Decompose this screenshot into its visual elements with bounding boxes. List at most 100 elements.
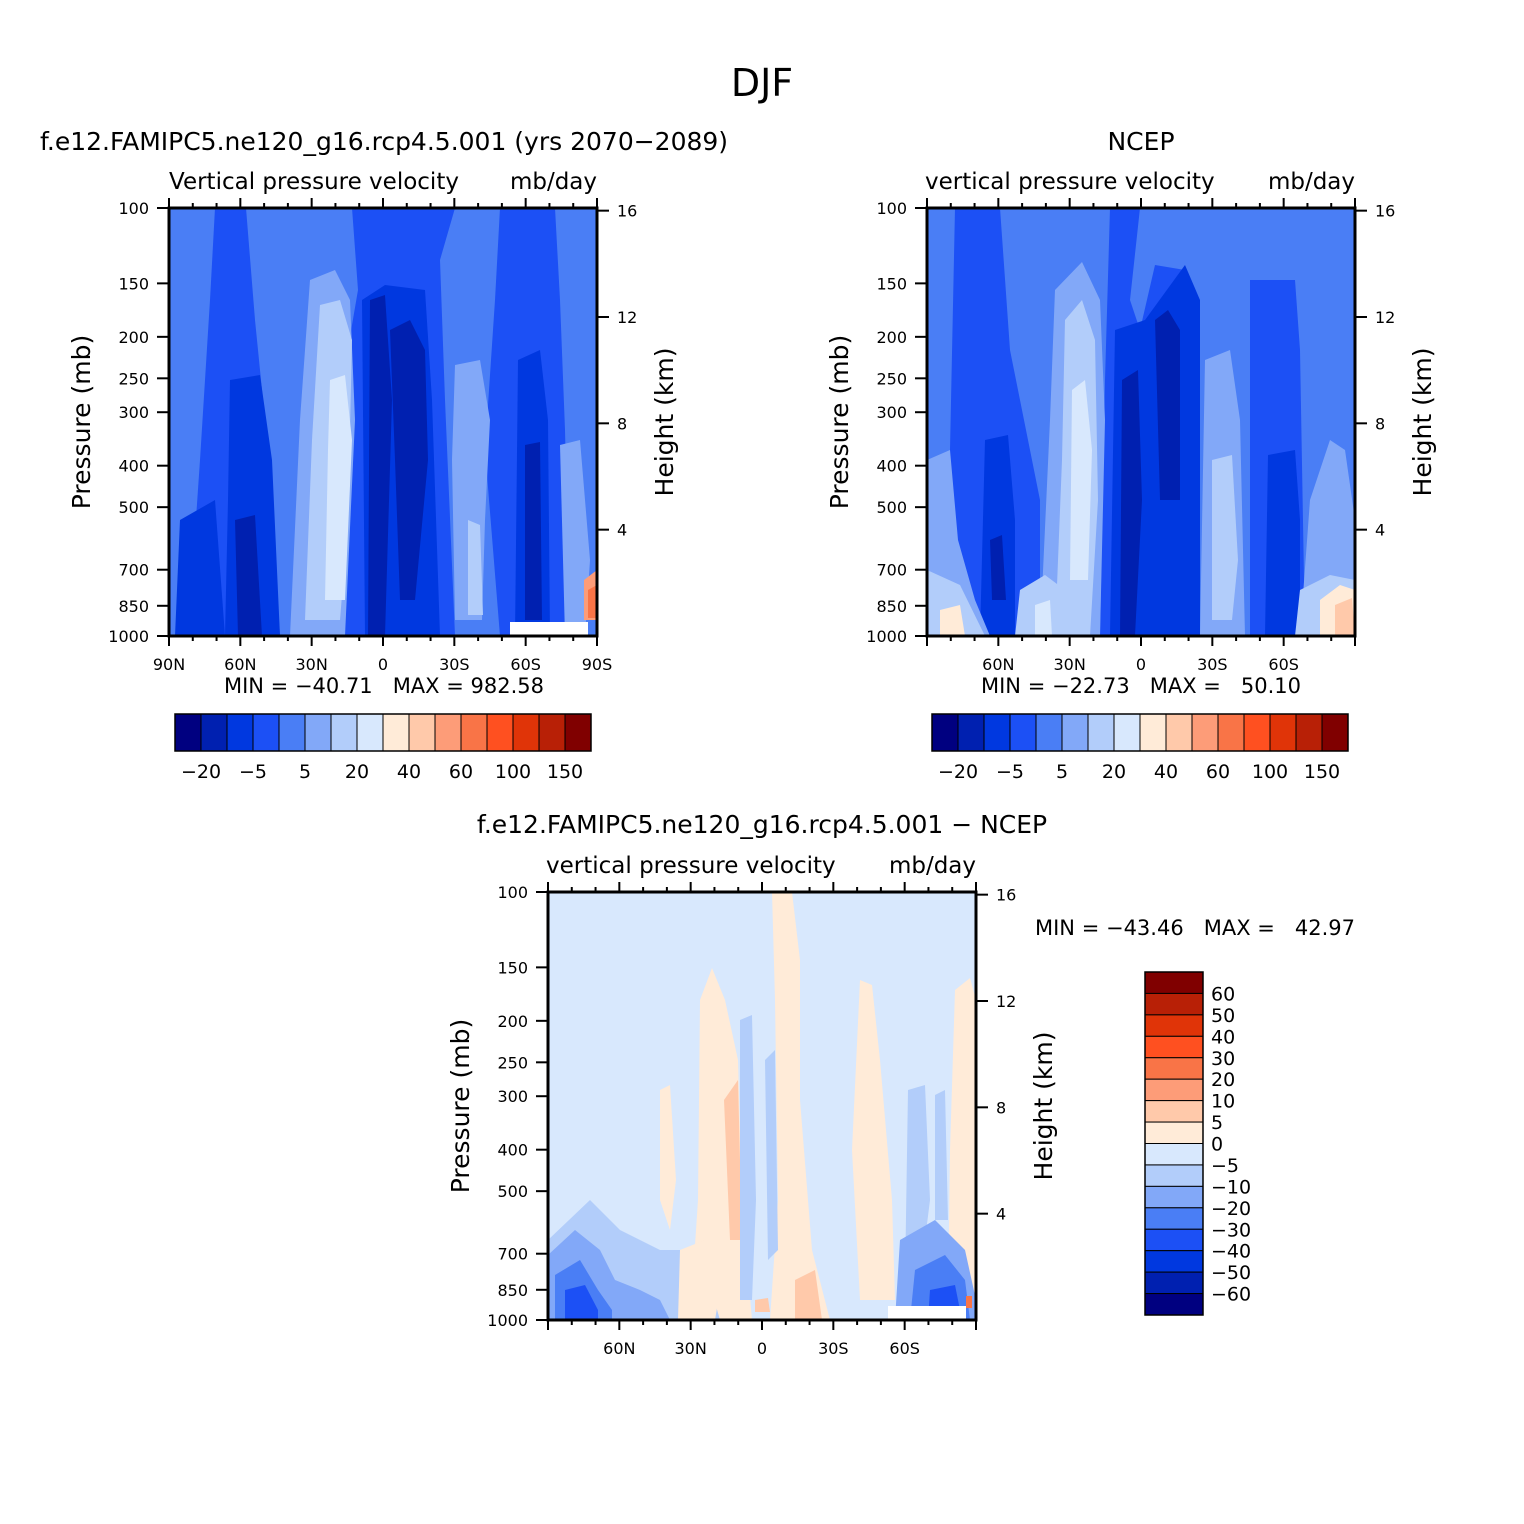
y-tick-label: 850: [118, 597, 149, 616]
y-tick-label: 100: [876, 199, 907, 218]
colorbar-swatch: [1061, 713, 1089, 752]
x-tick-label: 0: [378, 655, 388, 674]
y-right-tick-label: 8: [996, 1098, 1006, 1117]
contour-band: [852, 980, 895, 1300]
panel-ncep-title: NCEP: [1107, 127, 1174, 156]
colorbar-label: 40: [1211, 1026, 1235, 1048]
panel-difference-title: f.e12.FAMIPC5.ne120_g16.rcp4.5.001 − NCE…: [477, 810, 1047, 839]
x-tick-label: 0: [1136, 655, 1146, 674]
y-right-tick-label: 12: [996, 992, 1016, 1011]
colorbar-swatch: [1165, 713, 1193, 752]
colorbar-swatch: [278, 713, 306, 752]
contour-band: [755, 1298, 770, 1312]
x-tick-label: 60N: [224, 655, 256, 674]
colorbar-label: −30: [1211, 1219, 1251, 1241]
panel-difference-ylabel-right: Height (km): [1029, 1032, 1058, 1181]
y-tick-label: 150: [118, 274, 149, 293]
colorbar-swatch: [1144, 1121, 1204, 1144]
panel-difference: f.e12.FAMIPC5.ne120_g16.rcp4.5.001 − NCE…: [446, 810, 1355, 1358]
colorbar-swatch: [1139, 713, 1167, 752]
colorbar-label: 20: [345, 761, 369, 783]
y-tick-label: 300: [497, 1087, 528, 1106]
contour-band: [588, 585, 597, 618]
colorbar-label: 60: [1211, 983, 1235, 1005]
x-tick-label: 90S: [582, 655, 613, 674]
colorbar-label: 50: [1211, 1005, 1235, 1027]
colorbar-swatch: [1144, 1271, 1204, 1295]
colorbar-label: 5: [1056, 761, 1068, 783]
colorbar-swatch: [434, 713, 462, 752]
x-tick-label: 60S: [510, 655, 541, 674]
contour-band: [966, 1296, 972, 1308]
contour-band: [795, 1270, 822, 1320]
panel-ncep-subtitle-right: mb/day: [1268, 169, 1355, 195]
colorbar-swatch: [1144, 1014, 1204, 1037]
y-tick-label: 700: [118, 561, 149, 580]
y-right-tick-label: 16: [617, 202, 637, 221]
contour-band: [368, 295, 392, 636]
contour-band: [1155, 310, 1180, 500]
panel-difference-axes: 100 150 200 250 300 400 500 700 850 1000 16 12 8 4 60N…: [487, 882, 1016, 1358]
y-tick-label: 150: [497, 958, 528, 977]
colorbar-swatch: [252, 713, 280, 752]
y-right-tick-label: 12: [617, 308, 637, 327]
panel-ncep-stats: MIN = −22.73 MAX = 50.10: [981, 674, 1301, 698]
y-tick-label: 200: [118, 328, 149, 347]
missing-data-patch: [510, 622, 588, 636]
y-tick-label: 400: [876, 457, 907, 476]
colorbar-swatch: [486, 713, 514, 752]
colorbar-label: −5: [239, 761, 267, 783]
colorbar-label: 0: [1211, 1134, 1223, 1156]
colorbar-label: 150: [1304, 761, 1340, 783]
contour-band: [560, 440, 590, 636]
colorbar-label: −20: [181, 761, 221, 783]
contour-band: [724, 1080, 742, 1240]
panel-ncep-axes: 100 150 200 250 300 400 500 700 850 1000 16 12 8 4 60N…: [866, 198, 1395, 674]
contour-band: [770, 892, 830, 1320]
colorbar-label: 100: [1252, 761, 1288, 783]
panel-ncep-colorbar: −20 −5 5 20 40 60 100 150: [931, 713, 1349, 783]
colorbar-frame: [174, 713, 592, 752]
contour-band: [525, 442, 542, 620]
contour-band: [660, 1085, 676, 1230]
colorbar-swatch: [1035, 713, 1063, 752]
y-tick-label: 850: [497, 1281, 528, 1300]
y-tick-label: 250: [876, 369, 907, 388]
colorbar-swatch: [957, 713, 985, 752]
x-tick-label: 30N: [1054, 655, 1086, 674]
colorbar-label: −60: [1211, 1284, 1251, 1306]
colorbar-label: −20: [938, 761, 978, 783]
colorbar-swatch: [983, 713, 1011, 752]
colorbar-swatch: [1144, 1293, 1204, 1316]
contour-band: [235, 515, 262, 636]
y-tick-label: 300: [876, 403, 907, 422]
contour-band: [565, 1285, 598, 1320]
contour-band: [935, 1090, 948, 1220]
colorbar-swatch: [200, 713, 228, 752]
colorbar-frame: [1144, 971, 1204, 1316]
panel-model-subtitle-left: Vertical pressure velocity: [169, 169, 459, 195]
colorbar-swatch: [1321, 713, 1349, 752]
colorbar-swatch: [1295, 713, 1323, 752]
colorbar-swatch: [931, 713, 959, 752]
contour-band: [980, 435, 1015, 636]
panel-ncep-ylabel: Pressure (mb): [825, 335, 854, 509]
colorbar-label: 30: [1211, 1048, 1235, 1070]
panel-model-title: f.e12.FAMIPC5.ne120_g16.rcp4.5.001 (yrs …: [40, 127, 728, 156]
contour-band: [175, 500, 225, 636]
y-tick-label: 850: [876, 597, 907, 616]
y-tick-label: 400: [118, 457, 149, 476]
colorbar-swatch: [1217, 713, 1245, 752]
y-tick-label: 500: [876, 498, 907, 517]
y-tick-label: 200: [497, 1012, 528, 1031]
y-tick-label: 700: [497, 1245, 528, 1264]
colorbar-label: −20: [1211, 1198, 1251, 1220]
y-right-tick-label: 16: [1375, 202, 1395, 221]
colorbar-swatch: [226, 713, 254, 752]
panel-model-ylabel-right: Height (km): [650, 348, 679, 497]
colorbar-swatch: [1144, 1100, 1204, 1123]
colorbar-swatch: [1144, 1228, 1204, 1252]
panel-ncep-ylabel-right: Height (km): [1408, 348, 1437, 497]
